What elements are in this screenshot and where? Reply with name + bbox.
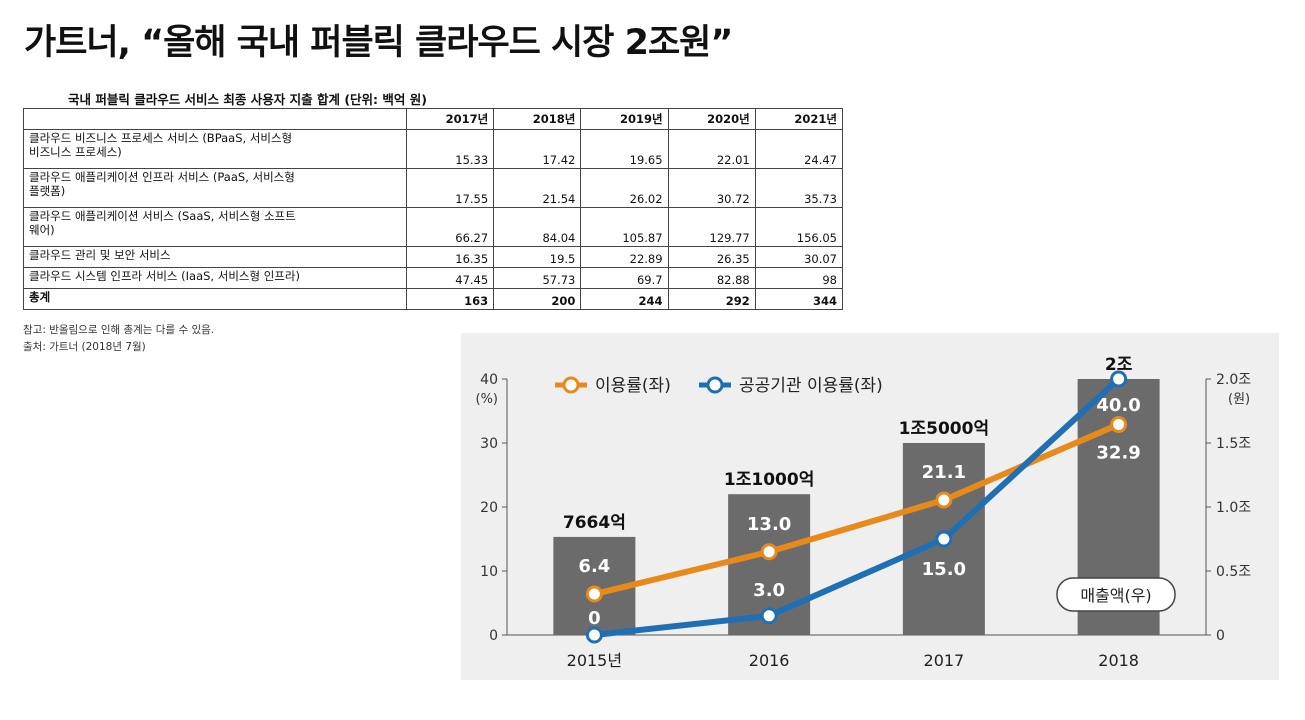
table-cell: 82.88: [667, 267, 756, 289]
y-left-tick-label: 10: [480, 564, 498, 580]
series-value-label: 32.9: [1096, 442, 1140, 463]
series-point: [1110, 415, 1128, 433]
table-row: 클라우드 애플리케이션 서비스 (SaaS, 서비스형 소프트 웨어) 66.27…: [23, 207, 844, 247]
legend-swatch-marker: [706, 376, 724, 394]
table-cell: 21.54: [493, 168, 582, 208]
table-note: 참고: 반올림으로 인해 총계는 다를 수 있음.: [23, 324, 215, 336]
table-cell: 17.55: [405, 168, 495, 208]
table-cell: 30.72: [667, 168, 756, 208]
column-header: 2019년: [580, 108, 669, 130]
column-header: 2021년: [754, 108, 844, 130]
table-cell: 22.89: [580, 246, 669, 268]
table-cell: 292: [667, 288, 756, 310]
legend-swatch-marker: [562, 376, 580, 394]
table-row: 클라우드 비즈니스 프로세스 서비스 (BPaaS, 서비스형 비즈니스 프로세스…: [23, 129, 844, 169]
header-corner: [23, 108, 407, 130]
y-left-tick-label: 0: [489, 628, 498, 644]
table-cell: 15.33: [405, 129, 495, 169]
series-point: [935, 530, 953, 548]
table-cell: 344: [754, 288, 844, 310]
bar-value-label: 1조5000억: [899, 419, 989, 439]
series-point: [935, 491, 953, 509]
spend-table: 2017년 2018년 2019년 2020년 2021년 클라우드 비즈니스 …: [23, 108, 844, 310]
combo-chart: 0 10 20 30 40 (%) 0 0.5조 1.0조 1.5조 2.0조 (원) 7664억 1조1…: [476, 355, 1252, 670]
column-header: 2020년: [667, 108, 756, 130]
table-cell: 57.73: [493, 267, 582, 289]
table-cell: 26.02: [580, 168, 669, 208]
series-point: [760, 607, 778, 625]
x-tick-label: 2016: [749, 651, 790, 670]
table-cell: 84.04: [493, 207, 582, 247]
y-right-tick-label: 0.5조: [1216, 564, 1251, 580]
table-cell: 69.7: [580, 267, 669, 289]
series-point: [1110, 370, 1128, 388]
table-cell: 19.65: [580, 129, 669, 169]
row-label: 클라우드 애플리케이션 인프라 서비스 (PaaS, 서비스형 플랫폼): [23, 168, 407, 208]
row-label: 클라우드 관리 및 보안 서비스: [23, 246, 407, 268]
legend-label: 공공기관 이용률(좌): [739, 376, 883, 396]
x-tick-label: 2017: [924, 651, 965, 670]
table-caption: 국내 퍼블릭 클라우드 서비스 최종 사용자 지출 합계 (단위: 백억 원): [68, 92, 427, 107]
bar-value-label: 1조1000억: [724, 470, 814, 490]
table-cell: 16.35: [405, 246, 495, 268]
table-row: 클라우드 관리 및 보안 서비스 16.35 19.5 22.89 26.35 …: [23, 246, 844, 268]
series-value-label: 6.4: [578, 556, 610, 577]
table-cell: 163: [405, 288, 495, 310]
series-value-label: 15.0: [922, 559, 966, 580]
table-header-row: 2017년 2018년 2019년 2020년 2021년: [23, 108, 844, 130]
table-source: 출처: 가트너 (2018년 7월): [23, 341, 146, 353]
table-cell: 129.77: [667, 207, 756, 247]
series-value-label: 3.0: [753, 580, 785, 601]
y-right-unit: (원): [1228, 392, 1250, 407]
table-row: 클라우드 애플리케이션 인프라 서비스 (PaaS, 서비스형 플랫폼) 17.5…: [23, 168, 844, 208]
legend-label: 이용률(좌): [595, 376, 671, 396]
y-right-tick-label: 0: [1216, 628, 1225, 644]
revenue-badge: [1056, 577, 1176, 612]
table-cell: 244: [580, 288, 669, 310]
table-row: 클라우드 시스템 인프라 서비스 (IaaS, 서비스형 인프라) 47.45 …: [23, 267, 844, 289]
y-left-tick-label: 20: [480, 500, 498, 516]
table-cell: 24.47: [754, 129, 844, 169]
series-point: [585, 585, 603, 603]
series-value-label: 0: [588, 608, 601, 629]
series-value-label: 40.0: [1096, 395, 1140, 416]
y-right-tick-label: 1.0조: [1216, 500, 1251, 516]
series-value-label: 13.0: [747, 514, 791, 535]
series-point: [585, 626, 603, 644]
revenue-badge-label: 매출액(우): [1080, 586, 1151, 605]
table-cell: 30.07: [754, 246, 844, 268]
table-total-row: 총계 163 200 244 292 344: [23, 288, 844, 310]
series-point: [760, 543, 778, 561]
column-header: 2018년: [493, 108, 582, 130]
y-right-tick-label: 2.0조: [1216, 372, 1251, 388]
series-line: [594, 376, 1121, 638]
table-cell: 156.05: [754, 207, 844, 247]
x-tick-label: 2018: [1098, 651, 1139, 670]
row-label: 클라우드 비즈니스 프로세스 서비스 (BPaaS, 서비스형 비즈니스 프로세스…: [23, 129, 407, 169]
table-cell: 17.42: [493, 129, 582, 169]
row-label: 총계: [23, 288, 407, 310]
column-header: 2017년: [405, 108, 495, 130]
page-title: 가트너, “올해 국내 퍼블릭 클라우드 시장 2조원”: [24, 23, 733, 63]
table-cell: 47.45: [405, 267, 495, 289]
y-left-tick-label: 30: [480, 436, 498, 452]
y-right-tick-label: 1.5조: [1216, 436, 1251, 452]
x-tick-label: 2015년: [567, 651, 622, 670]
table-cell: 66.27: [405, 207, 495, 247]
chart-panel: 0 10 20 30 40 (%) 0 0.5조 1.0조 1.5조 2.0조 (원) 7664억 1조1…: [461, 333, 1279, 680]
y-left-tick-label: 40: [480, 372, 498, 388]
table-cell: 22.01: [667, 129, 756, 169]
table-cell: 35.73: [754, 168, 844, 208]
series-value-label: 21.1: [922, 462, 966, 483]
table-cell: 26.35: [667, 246, 756, 268]
bar-value-label: 7664억: [563, 513, 626, 533]
y-left-unit: (%): [476, 392, 499, 407]
bar-value-label: 2조: [1105, 355, 1133, 375]
table-cell: 105.87: [580, 207, 669, 247]
table-cell: 200: [493, 288, 582, 310]
row-label: 클라우드 시스템 인프라 서비스 (IaaS, 서비스형 인프라): [23, 267, 407, 289]
table-cell: 19.5: [493, 246, 582, 268]
row-label: 클라우드 애플리케이션 서비스 (SaaS, 서비스형 소프트 웨어): [23, 207, 407, 247]
table-cell: 98: [754, 267, 844, 289]
